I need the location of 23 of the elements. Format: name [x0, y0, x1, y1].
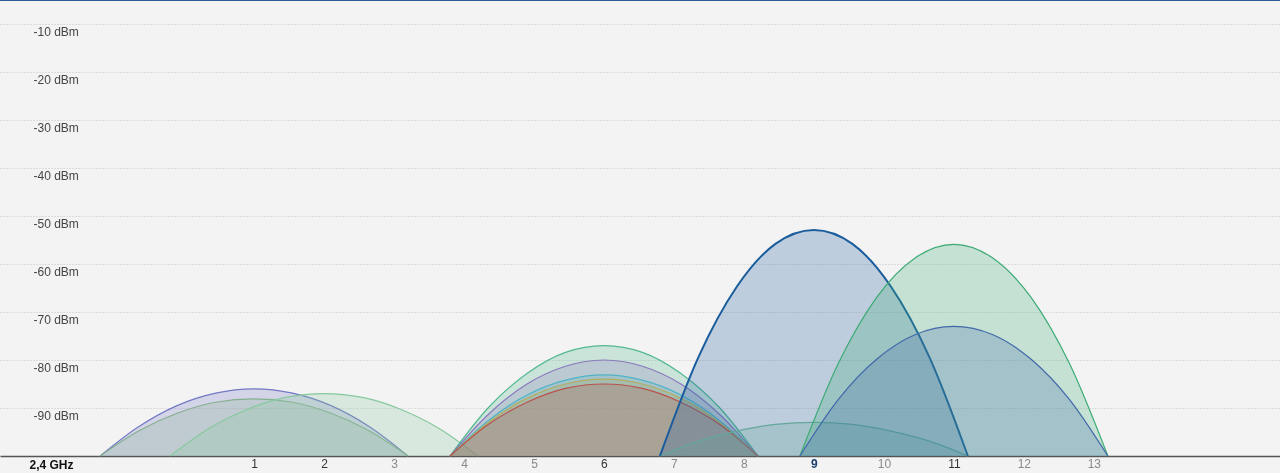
x-tick-label: 11: [948, 456, 961, 471]
y-tick-label: -10 dBm: [33, 24, 79, 39]
y-tick-label: -40 dBm: [33, 168, 79, 183]
x-tick-label: 4: [461, 456, 469, 471]
x-axis-title: 2,4 GHz: [29, 457, 74, 472]
x-tick-label: 6: [601, 456, 609, 471]
x-tick-label: 12: [1017, 456, 1032, 471]
y-tick-label: -80 dBm: [33, 360, 79, 375]
y-tick-label: -20 dBm: [33, 72, 79, 87]
x-tick-label: 3: [391, 456, 399, 471]
x-tick-label: 2: [321, 456, 329, 471]
y-tick-label: -60 dBm: [33, 264, 79, 279]
x-tick-label: 9: [811, 456, 819, 471]
y-tick-label: -50 dBm: [33, 216, 79, 231]
x-tick-label: 10: [877, 456, 892, 471]
y-tick-label: -70 dBm: [33, 312, 79, 327]
x-tick-label: 1: [251, 456, 259, 471]
x-tick-label: 7: [671, 456, 679, 471]
x-tick-label: 5: [531, 456, 539, 471]
y-tick-label: -30 dBm: [33, 120, 79, 135]
x-tick-label: 8: [741, 456, 749, 471]
y-tick-label: -90 dBm: [33, 408, 79, 423]
x-tick-label: 13: [1087, 456, 1102, 471]
